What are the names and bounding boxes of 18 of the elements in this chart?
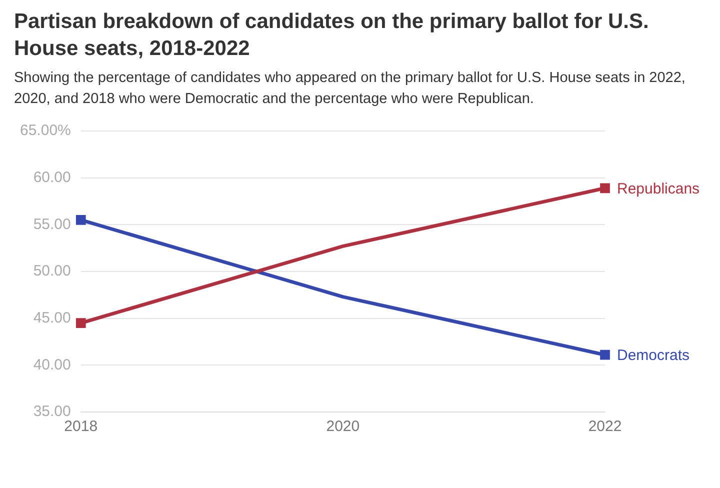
y-tick-label: 50.00: [33, 262, 71, 280]
chart-title: Partisan breakdown of candidates on the primary ballot for U.S. House seats, 2018-2022: [14, 9, 650, 62]
y-tick-label: 40.00: [33, 356, 71, 374]
x-tick-label: 2022: [588, 418, 622, 436]
x-tick-label: 2020: [326, 418, 360, 436]
series-label: Republicans: [617, 180, 700, 198]
chart-subtitle: Showing the percentage of candidates who appeared on the primary ballot for U.S. House seats in 2022, 2020, and 2018 who were Democratic and the percentage who were Republican.: [14, 69, 686, 109]
point: [600, 183, 610, 194]
y-tick-label: 45.00: [33, 309, 71, 326]
x-tick-label: 2018: [64, 418, 98, 436]
point: [600, 350, 610, 360]
point: [76, 215, 86, 225]
point: [76, 318, 86, 328]
y-tick-label: 60.00: [33, 168, 71, 186]
y-tick-label: 35.00: [33, 403, 71, 420]
series-label: Democrats: [617, 347, 690, 364]
y-tick-label: 65.00%: [20, 122, 71, 140]
y-tick-label: 55.00: [33, 216, 71, 233]
